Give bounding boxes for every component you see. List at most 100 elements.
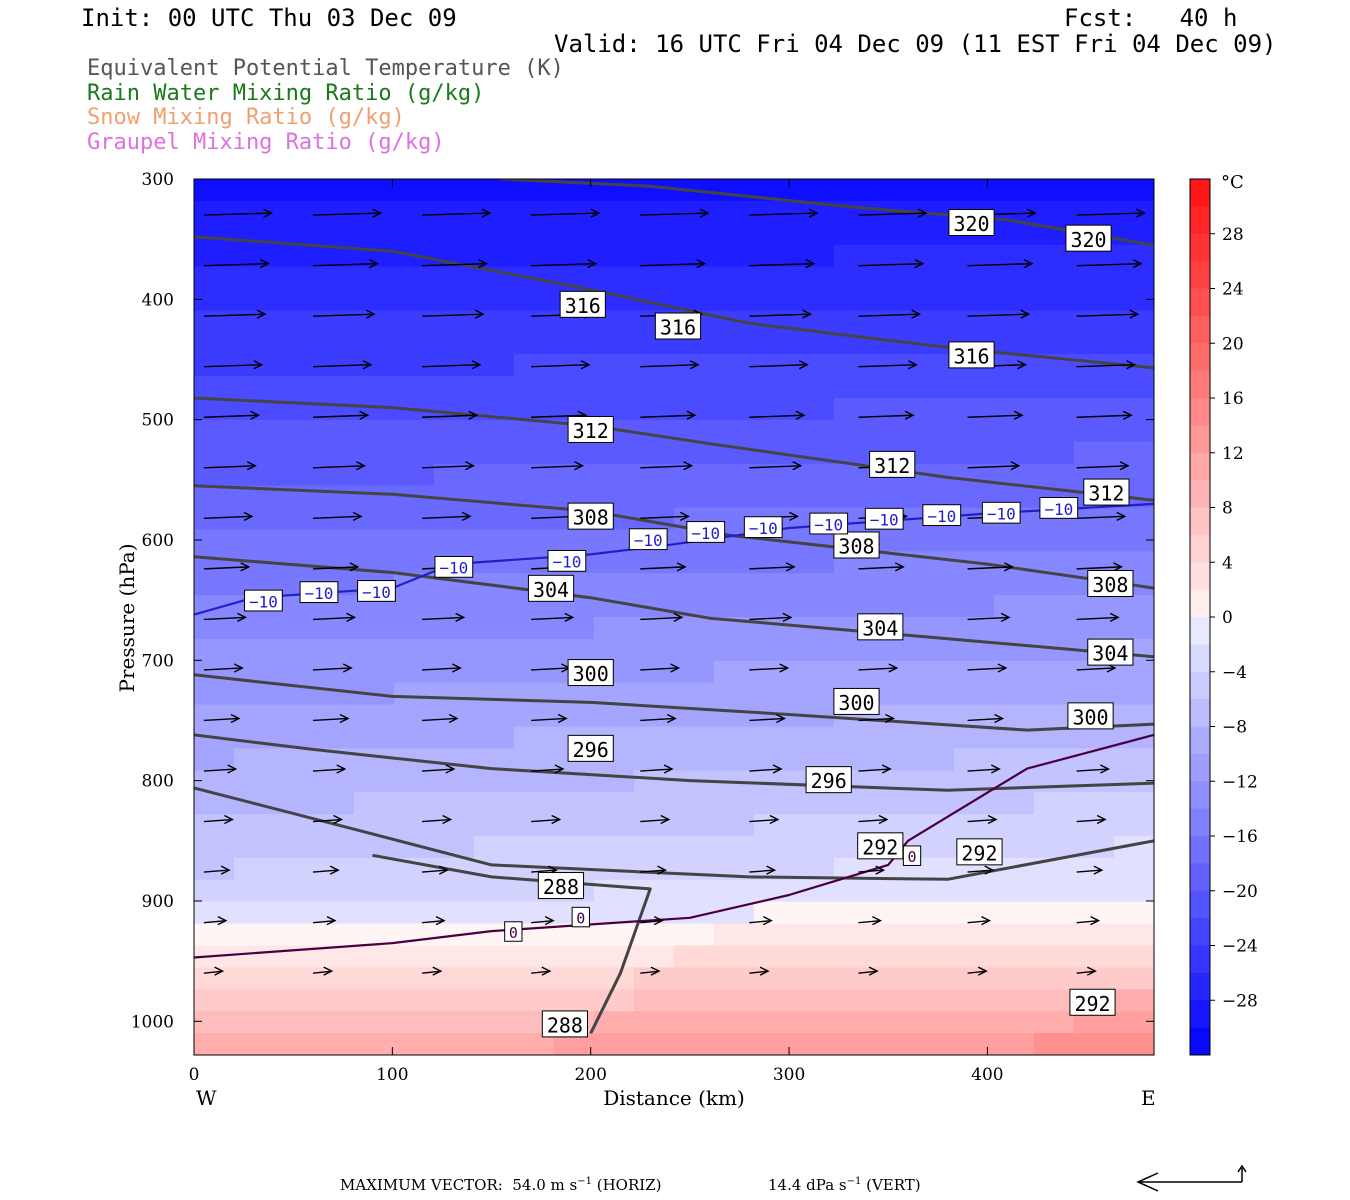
temperature-cell bbox=[834, 660, 875, 684]
svg-text:304: 304 bbox=[533, 578, 569, 602]
contour-label-316: 316 bbox=[654, 312, 702, 340]
temperature-cell bbox=[514, 704, 555, 728]
temperature-cell bbox=[634, 419, 675, 443]
temperature-cell bbox=[394, 945, 435, 968]
temperature-cell bbox=[754, 200, 795, 224]
temperature-cell bbox=[1114, 288, 1154, 311]
temperature-cell bbox=[354, 989, 395, 1012]
temperature-cell bbox=[474, 682, 515, 706]
temperature-cell bbox=[834, 923, 875, 947]
temperature-cell bbox=[914, 923, 955, 947]
temperature-cell bbox=[194, 989, 235, 1012]
temperature-cell bbox=[834, 376, 875, 399]
contour-label-296: 296 bbox=[805, 766, 852, 793]
wind-vector bbox=[312, 966, 334, 976]
temperature-cell bbox=[794, 1011, 835, 1034]
temperature-cell bbox=[594, 244, 635, 268]
contour-label-304: 304 bbox=[857, 613, 904, 640]
temperature-cell bbox=[1074, 529, 1115, 552]
temperature-cell bbox=[194, 529, 235, 552]
temperature-cell bbox=[594, 901, 635, 925]
temperature-cell bbox=[994, 332, 1035, 355]
legend-snow: Snow Mixing Ratio (g/kg) bbox=[87, 105, 405, 130]
temperature-cell bbox=[554, 836, 595, 859]
temperature-cell bbox=[1034, 551, 1075, 574]
temperature-cell bbox=[234, 726, 275, 749]
temperature-cell bbox=[1114, 726, 1154, 749]
temperature-cell bbox=[394, 573, 435, 596]
wind-vector bbox=[858, 764, 892, 774]
svg-text:300: 300 bbox=[573, 662, 609, 686]
temperature-cell bbox=[314, 463, 355, 487]
temperature-cell bbox=[674, 879, 715, 903]
temperature-cell bbox=[914, 595, 955, 618]
colorbar-segment bbox=[1190, 179, 1210, 207]
temperature-cell bbox=[394, 354, 435, 377]
temperature-cell bbox=[1074, 507, 1115, 530]
temperature-cell bbox=[754, 485, 795, 509]
colorbar-segment bbox=[1190, 671, 1210, 700]
temperature-cell bbox=[394, 967, 435, 990]
temperature-cell bbox=[194, 441, 235, 465]
temperature-cell bbox=[394, 222, 435, 246]
temperature-cell bbox=[834, 857, 875, 881]
temperature-cell bbox=[1074, 288, 1115, 311]
temperature-cell bbox=[674, 967, 715, 990]
temperature-cell bbox=[1034, 814, 1075, 837]
temperature-cell bbox=[314, 244, 355, 268]
temperature-cell bbox=[754, 660, 795, 684]
theta-e-contour-308 bbox=[194, 484, 1154, 590]
temperature-cell bbox=[394, 288, 435, 311]
svg-text:288: 288 bbox=[547, 1014, 583, 1038]
temperature-cell bbox=[474, 419, 515, 443]
temperature-cell bbox=[914, 200, 955, 224]
temperature-cell bbox=[874, 222, 915, 246]
temperature-cell bbox=[194, 244, 235, 268]
temperature-cell bbox=[794, 748, 835, 771]
wind-vector bbox=[640, 713, 677, 724]
temperature-cell bbox=[1034, 376, 1075, 399]
temperature-cell bbox=[474, 638, 515, 662]
temperature-cell bbox=[1034, 770, 1075, 793]
temperature-cell bbox=[834, 419, 875, 443]
temperature-cell bbox=[634, 879, 675, 903]
temperature-cell bbox=[1034, 595, 1075, 618]
temperature-cell bbox=[1034, 748, 1075, 771]
temperature-cell bbox=[394, 179, 435, 202]
temperature-cell bbox=[394, 638, 435, 662]
temperature-cell bbox=[874, 179, 915, 202]
wind-vector bbox=[640, 410, 697, 420]
y-tick-label: 700 bbox=[142, 651, 174, 671]
temperature-cell bbox=[954, 244, 995, 268]
contour-label-304: 304 bbox=[1087, 638, 1134, 666]
wind-vector bbox=[203, 966, 225, 976]
theta-e-contour-288 bbox=[372, 853, 652, 1034]
temperature-cell bbox=[274, 1033, 315, 1055]
wind-vector bbox=[312, 814, 344, 825]
temperature-cell bbox=[314, 179, 355, 202]
temperature-cell bbox=[514, 770, 555, 793]
colorbar-segment bbox=[1190, 836, 1210, 864]
temperature-cell bbox=[754, 419, 795, 443]
temperature-cell bbox=[474, 617, 515, 640]
temperature-cell bbox=[1114, 376, 1154, 399]
temperature-cell bbox=[354, 288, 395, 311]
temperature-cell bbox=[714, 244, 755, 268]
temperature-cell bbox=[1074, 200, 1115, 224]
temperature-cell bbox=[194, 836, 235, 859]
temperature-cell bbox=[914, 354, 955, 377]
temperature-cell bbox=[634, 792, 675, 815]
temperature-cell bbox=[434, 332, 475, 355]
temperature-cell bbox=[714, 551, 755, 574]
temperature-cell bbox=[354, 441, 395, 465]
temperature-cell bbox=[634, 967, 675, 990]
svg-text:300: 300 bbox=[838, 691, 874, 715]
temperature-cell bbox=[394, 1011, 435, 1034]
temperature-cell bbox=[314, 945, 355, 968]
temperature-cell bbox=[274, 332, 315, 355]
temperature-cell bbox=[474, 200, 515, 224]
colorbar-tick-label: 8 bbox=[1222, 499, 1233, 519]
temperature-cell bbox=[714, 200, 755, 224]
temperature-cell bbox=[594, 1033, 635, 1055]
contour-label--10: −10 bbox=[981, 501, 1021, 524]
